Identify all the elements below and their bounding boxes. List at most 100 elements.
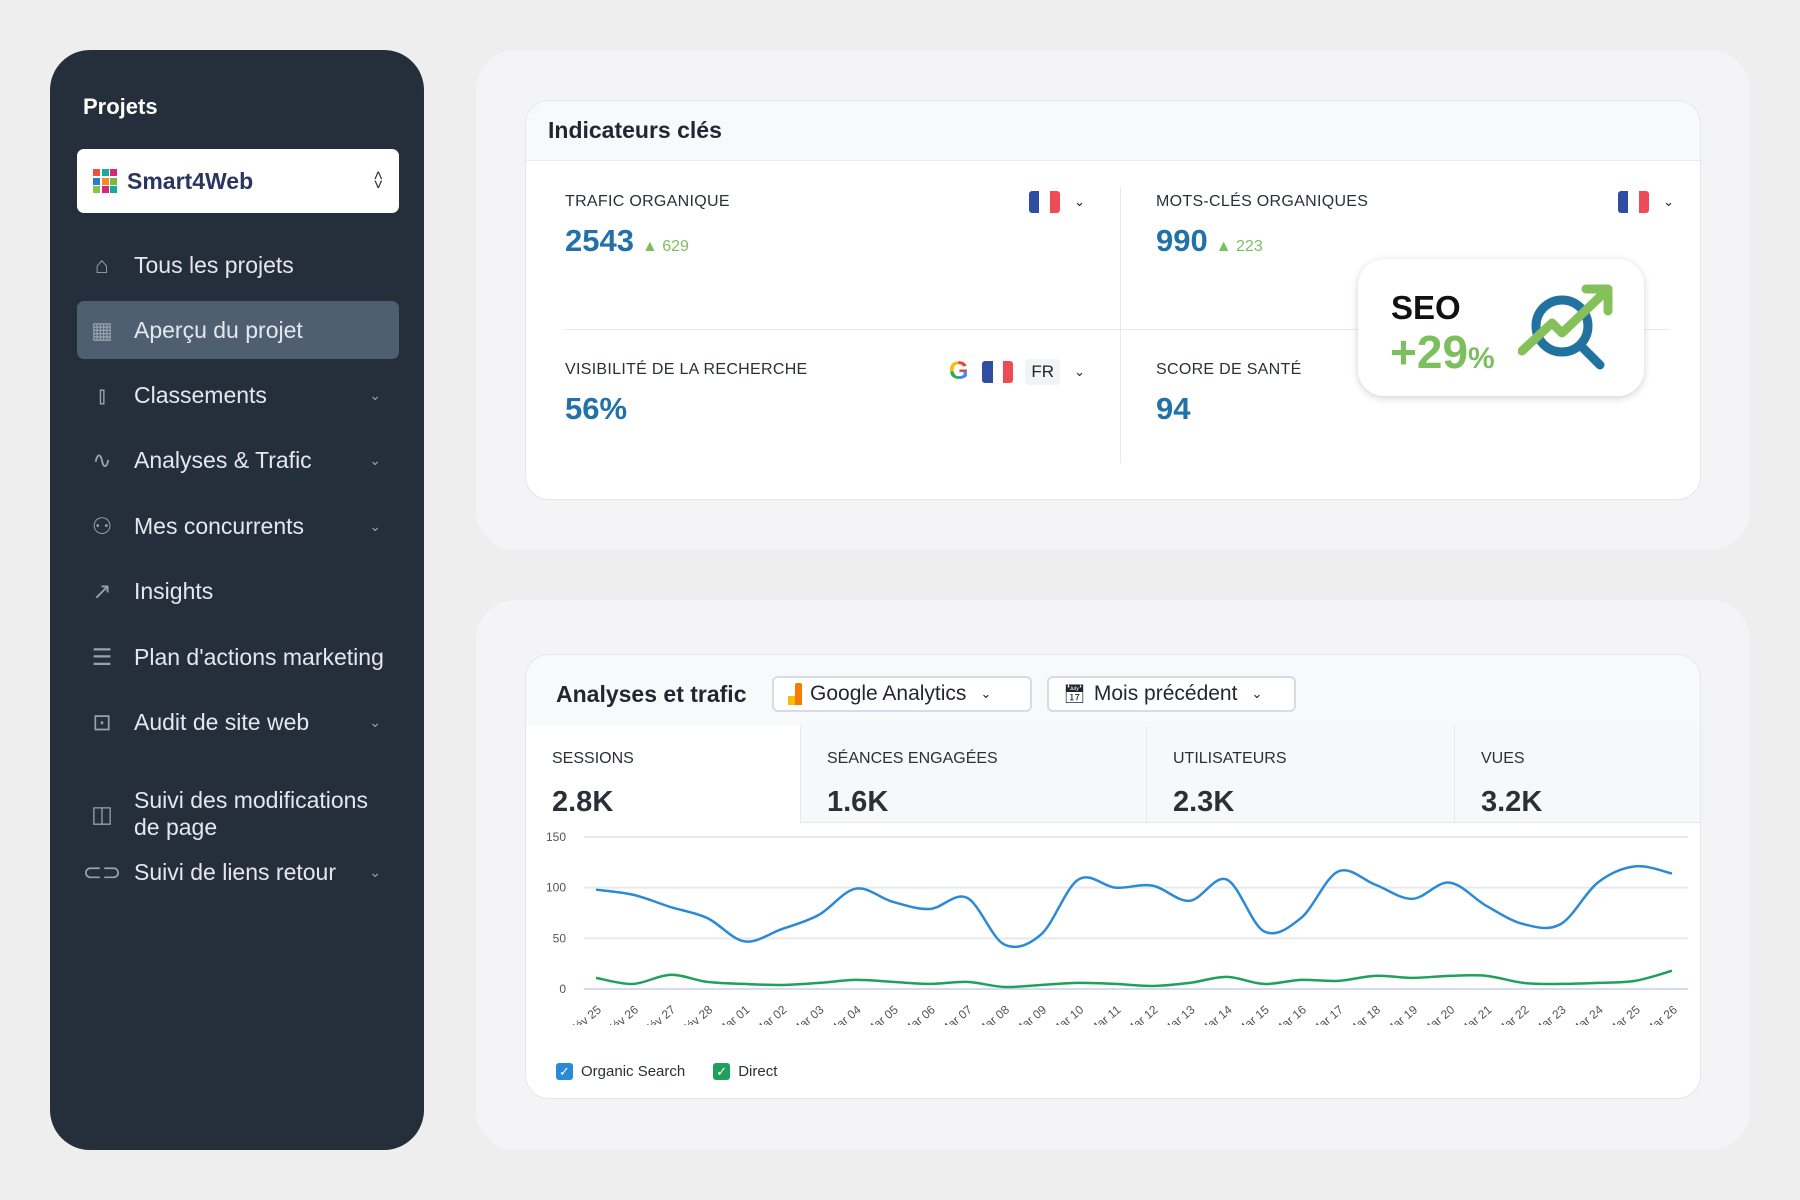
sidebar-item-label: Analyses & Trafic (134, 446, 312, 473)
x-tick-label: Fév 26 (604, 1002, 641, 1025)
sidebar-item-insights[interactable]: ↗ Insights (77, 562, 399, 620)
chevron-down-icon: ⌄ (369, 451, 381, 468)
checkbox-checked-icon[interactable]: ✓ (556, 1063, 573, 1080)
metric-engaged-sessions[interactable]: SÉANCES ENGAGÉES 1.6K (801, 726, 1147, 823)
sidebar-item-plan-dactions-marketing[interactable]: ☰ Plan d'actions marketing (77, 628, 399, 686)
kpi-delta: ▲ 629 (641, 238, 689, 255)
metric-label: SÉANCES ENGAGÉES (827, 750, 998, 767)
x-tick-label: Mar 07 (937, 1002, 975, 1025)
legend-direct[interactable]: ✓ Direct (713, 1063, 777, 1080)
metric-value: 2.8K (552, 786, 614, 818)
x-tick-label: Mar 15 (1234, 1002, 1272, 1025)
metric-value: 1.6K (827, 786, 889, 818)
sidebar-item-analyses-trafic[interactable]: ∿ Analyses & Trafic ⌄ (77, 431, 399, 489)
kpi-value: 56% (565, 391, 628, 426)
x-tick-label: Mar 20 (1420, 1002, 1458, 1025)
sidebar-item-suivi-des-modifications-de-page[interactable]: ◫ Suivi des modifications de page (77, 774, 399, 854)
sidebar-item-tous-les-projets[interactable]: ⌂ Tous les projets (77, 236, 399, 294)
sidebar-item-label: Aperçu du projet (134, 316, 303, 343)
sidebar-item-label: Insights (134, 577, 214, 604)
sidebar-item-classements[interactable]: ⫾ Classements ⌄ (77, 366, 399, 424)
seo-magnifier-growth-icon (1518, 284, 1613, 370)
google-icon: G (948, 357, 969, 385)
y-tick-label: 50 (553, 931, 567, 945)
calendar-icon: 📅︎ (1063, 683, 1086, 704)
legend-organic-search[interactable]: ✓ Organic Search (556, 1063, 685, 1080)
split-page-icon: ◫ (91, 800, 113, 827)
country-dropdown[interactable]: ⌄ (1618, 191, 1674, 213)
checkbox-checked-icon[interactable]: ✓ (713, 1063, 731, 1080)
sidebar-item-label: Mes concurrents (134, 512, 305, 539)
chevron-down-icon: ⌄ (369, 517, 381, 534)
legend-label: Direct (738, 1063, 778, 1080)
metric-views[interactable]: VUES 3.2K (1455, 726, 1700, 823)
sidebar-item-label: Tous les projets (134, 251, 294, 278)
metric-label: VUES (1481, 750, 1525, 767)
engine-country-dropdown[interactable]: G FR ⌄ (949, 357, 1085, 386)
project-name: Smart4Web (127, 167, 254, 194)
seo-badge-title: SEO (1391, 289, 1461, 326)
country-dropdown[interactable]: ⌄ (1029, 191, 1085, 213)
y-tick-label: 150 (546, 830, 566, 844)
kpi-health-score: SCORE DE SANTÉ 94 (1156, 361, 1302, 427)
updown-chevron-icon: ˄ ˅ (373, 168, 383, 194)
users-icon: ⚇ (91, 512, 113, 539)
source-label: Google Analytics (810, 682, 967, 705)
series-line-organic-search (595, 864, 1673, 949)
kpi-panel: Indicateurs clés TRAFIC ORGANIQUE 2543 ▲ … (476, 50, 1750, 550)
metric-label: SESSIONS (552, 750, 634, 767)
sidebar-item-suivi-de-liens-retour[interactable]: ⊂⊃ Suivi de liens retour ⌄ (77, 843, 399, 901)
kpi-card: Indicateurs clés TRAFIC ORGANIQUE 2543 ▲ … (525, 100, 1701, 500)
x-tick-label: Mar 16 (1271, 1002, 1309, 1025)
chart-legend: ✓ Organic Search ✓ Direct (556, 1063, 805, 1080)
france-flag-icon (982, 360, 1014, 383)
y-tick-label: 100 (546, 881, 566, 895)
x-tick-label: Fév 25 (567, 1002, 604, 1025)
vertical-divider (1120, 187, 1121, 463)
period-dropdown[interactable]: 📅︎ Mois précédent ⌄ (1047, 676, 1296, 712)
chevron-down-icon: ⌄ (369, 386, 381, 403)
x-tick-label: Mar 09 (1012, 1002, 1050, 1025)
x-tick-label: Mar 12 (1123, 1002, 1161, 1025)
x-tick-label: Mar 24 (1568, 1002, 1606, 1025)
x-tick-label: Mar 05 (863, 1002, 901, 1025)
kpi-label: VISIBILITÉ DE LA RECHERCHE (565, 361, 808, 378)
x-tick-label: Mar 26 (1642, 1002, 1680, 1025)
kpi-delta-value: 629 (662, 238, 689, 255)
chevron-down-icon: ⌄ (1074, 363, 1085, 379)
period-label: Mois précédent (1093, 682, 1238, 705)
horizontal-divider (565, 329, 1669, 330)
metric-users[interactable]: UTILISATEURS 2.3K (1147, 726, 1455, 823)
metric-sessions[interactable]: SESSIONS 2.8K (526, 726, 801, 823)
analytics-panel: Analyses et trafic Google Analytics ⌄ 📅︎… (476, 600, 1750, 1150)
pulse-icon: ∿ (92, 446, 112, 473)
project-logo-icon (93, 169, 117, 193)
checklist-icon: ☰ (91, 643, 113, 670)
analytics-title: Analyses et trafic (556, 681, 747, 707)
project-selector[interactable]: Smart4Web ˄ ˅ (77, 149, 399, 213)
x-tick-label: Mar 08 (974, 1002, 1012, 1025)
x-tick-label: Fév 28 (678, 1002, 715, 1025)
seo-badge-unit: % (1468, 342, 1495, 375)
sidebar-item-label: Audit de site web (134, 708, 310, 735)
x-tick-label: Mar 23 (1531, 1002, 1569, 1025)
x-tick-label: Mar 21 (1457, 1002, 1495, 1025)
x-tick-label: Fév 27 (641, 1002, 678, 1025)
sidebar-item-label: Plan d'actions marketing (134, 643, 384, 670)
sidebar-item-audit-de-site-web[interactable]: ⊡ Audit de site web ⌄ (77, 693, 399, 751)
projects-heading: Projets (83, 94, 158, 119)
sidebar-item-apercu-du-projet[interactable]: ▦ Aperçu du projet (77, 301, 399, 359)
x-tick-label: Mar 14 (1197, 1002, 1235, 1025)
language-code: FR (1025, 358, 1061, 385)
link-icon: ⊂⊃ (82, 858, 122, 885)
sidebar-item-label: Classements (134, 381, 267, 408)
metric-value: 2.3K (1173, 786, 1235, 818)
kpi-label: TRAFIC ORGANIQUE (565, 193, 730, 210)
source-dropdown[interactable]: Google Analytics ⌄ (772, 676, 1032, 712)
x-tick-label: Mar 02 (752, 1002, 790, 1025)
seo-badge-value: +29% (1390, 325, 1495, 379)
seo-badge-number: +29 (1390, 326, 1469, 378)
legend-label: Organic Search (581, 1063, 686, 1080)
x-tick-label: Mar 04 (826, 1002, 864, 1025)
sidebar-item-mes-concurrents[interactable]: ⚇ Mes concurrents ⌄ (77, 497, 399, 555)
